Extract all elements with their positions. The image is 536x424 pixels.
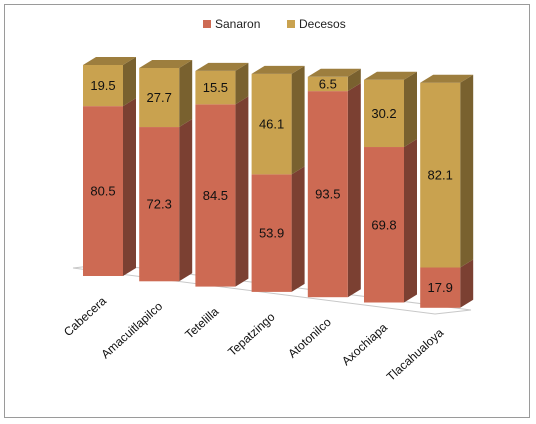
data-label-tetelilla-decesos: 15.5 [203, 80, 228, 95]
bar-side-face [404, 71, 417, 148]
stacked-bar-chart: Sanaron Decesos 80.5 19.5 72.3 27.7 84.5 15.5 5… [61, 17, 474, 384]
bar-amacuitlapilco-decesos: 27.7 [139, 59, 193, 128]
legend-label-decesos: Decesos [299, 17, 346, 31]
legend-swatch-sanaron [203, 20, 211, 28]
bar-tetelilla-sanaron: 84.5 [195, 96, 249, 287]
bar-atotonilco-sanaron: 93.5 [307, 83, 361, 298]
bar-side-face [123, 98, 136, 277]
chart-area: Sanaron Decesos 80.5 19.5 72.3 27.7 84.5 15.5 5… [4, 4, 530, 418]
bar-front-face [307, 76, 348, 92]
bar-side-face [179, 119, 193, 282]
bar-side-face [404, 139, 417, 303]
legend: Sanaron Decesos [203, 17, 346, 31]
x-tick-label-tlacahualoya: Tlacahualoya [384, 325, 447, 383]
data-label-tepatzingo-sanaron: 53.9 [259, 226, 284, 241]
bar-front-face [251, 73, 292, 175]
bar-front-face [364, 79, 404, 148]
x-tick-label-cabecera: Cabecera [61, 294, 109, 339]
bar-tlacahualoya-decesos: 82.1 [420, 74, 474, 268]
legend-swatch-decesos [287, 20, 295, 28]
bar-side-face [291, 166, 305, 292]
bar-side-face [460, 259, 474, 308]
bar-top-face [195, 62, 249, 71]
bar-front-face [139, 127, 180, 282]
data-label-tepatzingo-decesos: 46.1 [259, 117, 284, 132]
bar-tetelilla-decesos: 15.5 [195, 62, 249, 105]
bar-front-face [420, 82, 461, 268]
data-label-tlacahualoya-decesos: 82.1 [428, 168, 453, 183]
bar-tepatzingo-sanaron: 53.9 [251, 166, 305, 292]
bar-front-face [195, 70, 236, 105]
bar-top-face [307, 68, 361, 77]
bar-top-face [420, 74, 474, 83]
bar-atotonilco-decesos: 6.5 [307, 68, 361, 92]
bar-cabecera-sanaron: 80.5 [83, 98, 136, 277]
bar-front-face [83, 65, 123, 107]
bar-axochiapa-decesos: 30.2 [364, 71, 417, 148]
data-label-axochiapa-sanaron: 69.8 [371, 217, 396, 232]
x-tick-label-amacuitlapilco: Amacuitlapilco [98, 299, 165, 361]
bar-front-face [195, 104, 236, 287]
bar-top-face [83, 57, 136, 65]
bar-axochiapa-sanaron: 69.8 [364, 139, 417, 303]
bar-front-face [364, 147, 404, 303]
data-label-amacuitlapilco-sanaron: 72.3 [147, 197, 172, 212]
bar-tlacahualoya-sanaron: 17.9 [420, 259, 474, 308]
bar-side-face [347, 68, 361, 92]
data-label-cabecera-sanaron: 80.5 [90, 184, 115, 199]
bars: 80.5 19.5 72.3 27.7 84.5 15.5 53.9 46.1 93.5 6.5 6… [83, 57, 474, 308]
bar-front-face [307, 91, 348, 298]
bar-side-face [235, 96, 249, 287]
bar-amacuitlapilco-sanaron: 72.3 [139, 119, 193, 282]
bar-front-face [139, 67, 180, 128]
data-label-tetelilla-sanaron: 84.5 [203, 188, 228, 203]
data-label-amacuitlapilco-decesos: 27.7 [147, 90, 172, 105]
bar-front-face [420, 267, 461, 308]
bar-top-face [139, 59, 193, 68]
x-tick-label-atotonilco: Atotonilco [285, 315, 334, 361]
bar-top-face [364, 71, 417, 80]
bar-side-face [291, 65, 305, 175]
data-label-cabecera-decesos: 19.5 [90, 78, 115, 93]
bar-tepatzingo-decesos: 46.1 [251, 65, 305, 175]
legend-label-sanaron: Sanaron [215, 17, 260, 31]
data-label-atotonilco-sanaron: 93.5 [315, 187, 340, 202]
x-tick-label-tetelilla: Tetelilla [182, 304, 221, 341]
bar-front-face [251, 174, 292, 292]
bar-side-face [347, 83, 361, 298]
bar-top-face [251, 65, 305, 74]
data-label-axochiapa-decesos: 30.2 [371, 106, 396, 121]
bar-side-face [179, 59, 193, 128]
x-tick-label-axochiapa: Axochiapa [339, 320, 390, 368]
bar-cabecera-decesos: 19.5 [83, 57, 136, 107]
data-label-tlacahualoya-sanaron: 17.9 [428, 280, 453, 295]
data-label-atotonilco-decesos: 6.5 [319, 76, 337, 91]
bar-side-face [235, 62, 249, 105]
bar-front-face [83, 106, 123, 277]
x-tick-label-tepatzingo: Tepatzingo [225, 310, 278, 359]
bar-side-face [123, 57, 136, 107]
bar-side-face [460, 74, 474, 268]
